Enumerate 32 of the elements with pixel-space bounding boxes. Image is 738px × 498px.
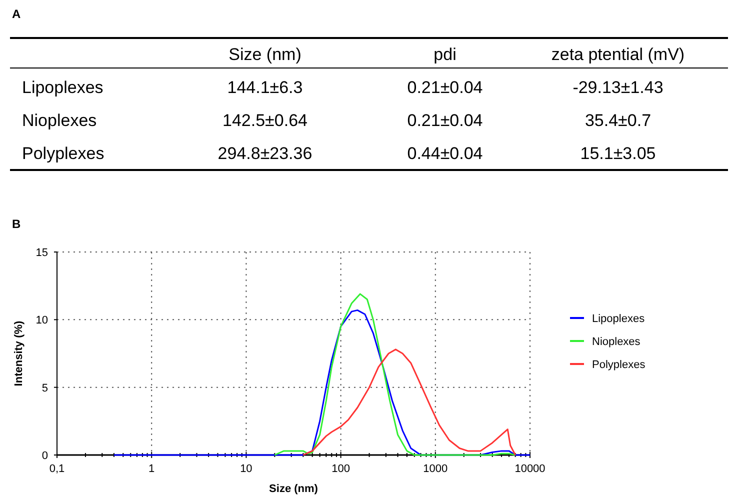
text: 0.21±0.04 — [407, 111, 483, 130]
y-tick-label: 10 — [36, 314, 48, 327]
x-tick-label: 10000 — [514, 463, 546, 475]
legend-label: Polyplexes — [592, 359, 646, 371]
category-label: Polyplexes — [22, 144, 104, 163]
x-tick-label: 10 — [240, 463, 252, 475]
text: 294.8±23.36 — [218, 144, 312, 163]
text: 35.4±0.7 — [584, 111, 652, 130]
text: 15.1±3.05 — [580, 144, 656, 163]
legend-label: Lipoplexes — [592, 313, 646, 325]
category-label: Nioplexes — [22, 111, 97, 130]
text: 144.1±6.3 — [227, 78, 303, 97]
x-tick-label: 100 — [332, 463, 350, 475]
x-tick-label: 1 — [148, 463, 155, 475]
text: -29.13±1.43 — [572, 78, 664, 97]
text: 142.5±0.64 — [222, 111, 308, 130]
legend-label: Nioplexes — [592, 336, 641, 348]
text: 0.44±0.04 — [407, 144, 483, 163]
category-label: Lipoplexes — [22, 78, 104, 97]
category-label: Size (nm) — [228, 45, 302, 64]
y-axis-title: Intensity (%) — [13, 320, 25, 386]
x-tick-label: 0,1 — [49, 463, 65, 475]
y-tick-label: 5 — [42, 382, 48, 394]
category-label: pdi — [434, 45, 456, 64]
x-axis-title: Size (nm) — [269, 483, 318, 495]
chart-title: B — [12, 217, 21, 231]
x-tick-label: 1000 — [423, 463, 448, 475]
y-tick-label: 0 — [42, 450, 48, 462]
y-tick-label: 15 — [36, 247, 48, 259]
text: 0.21±0.04 — [407, 78, 483, 97]
category-label: zeta ptential (mV) — [551, 45, 685, 64]
text: A — [12, 7, 21, 21]
